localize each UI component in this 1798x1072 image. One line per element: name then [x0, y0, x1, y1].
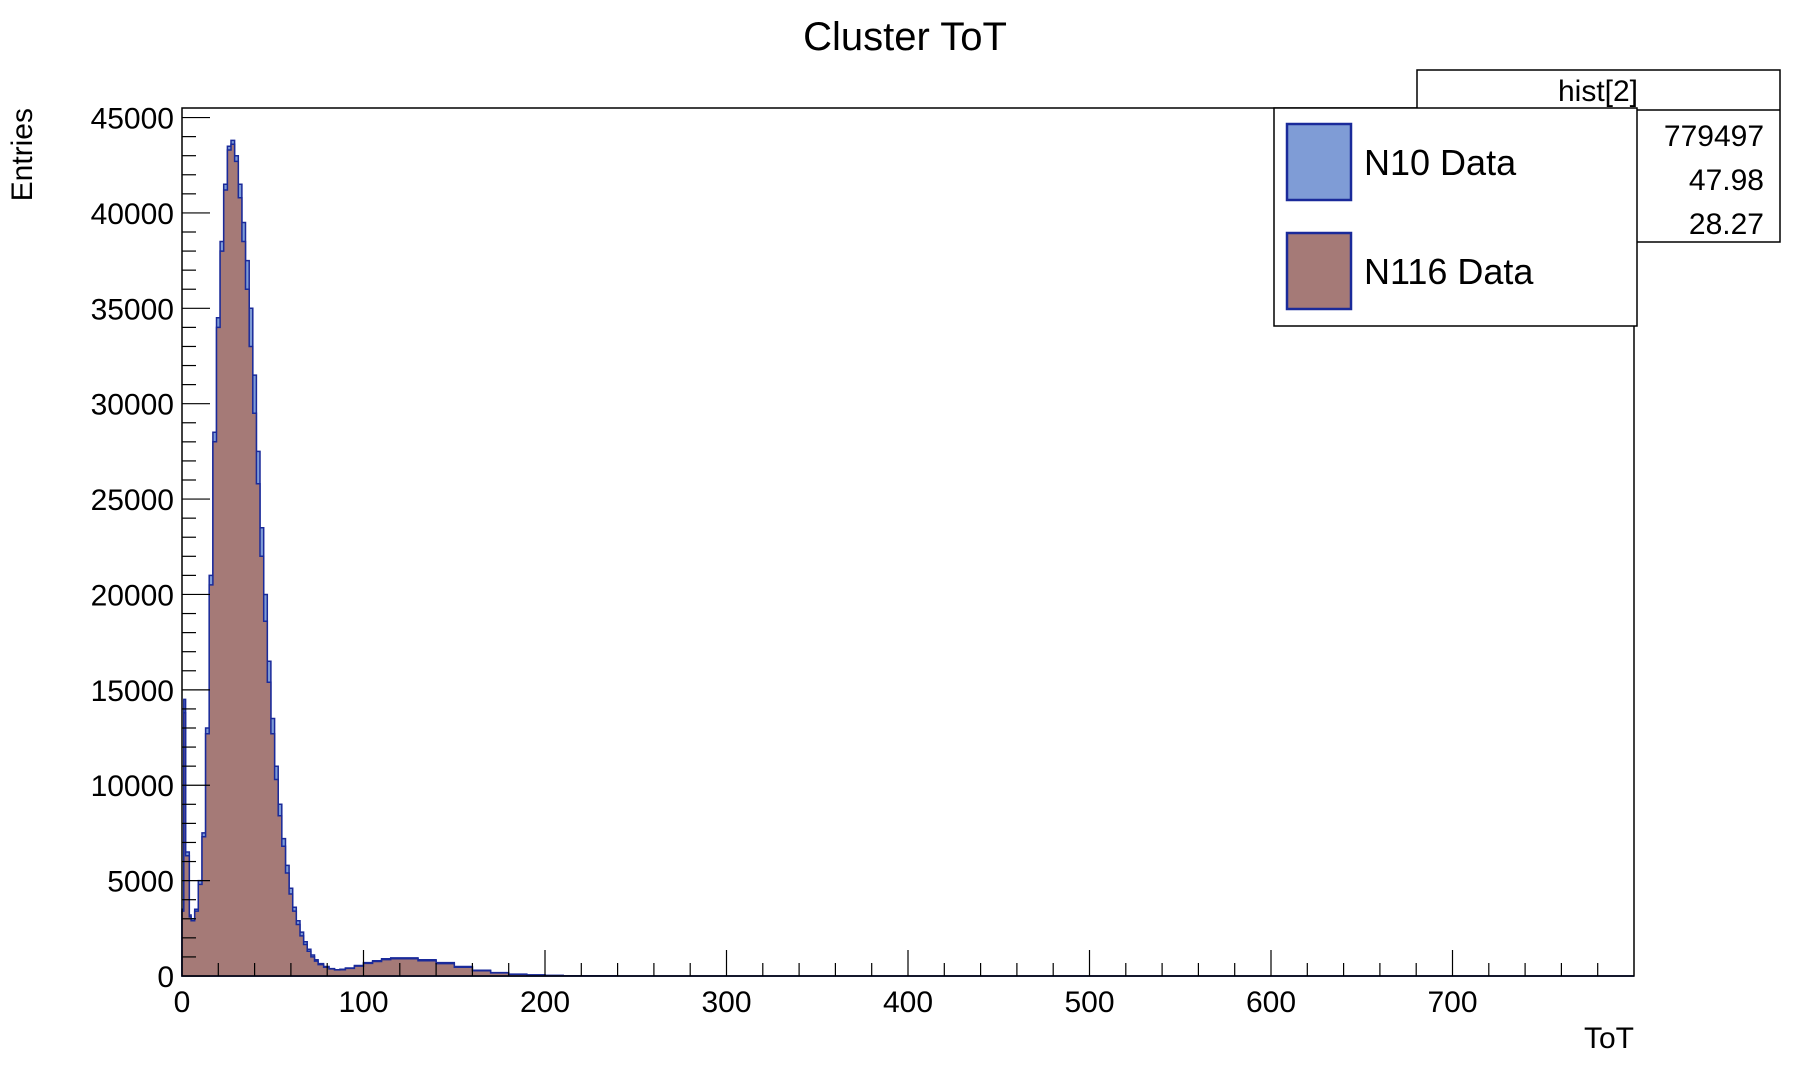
- x-tick-label: 300: [701, 986, 751, 1019]
- y-tick-label: 30000: [91, 389, 174, 422]
- x-axis-label: ToT: [1584, 1022, 1634, 1055]
- y-tick-label: 45000: [91, 103, 174, 136]
- x-tick-label: 200: [520, 986, 570, 1019]
- x-tick-label: 500: [1064, 986, 1114, 1019]
- stats-value-mean: 47.98: [1689, 164, 1764, 197]
- stats-value-stddev: 28.27: [1689, 208, 1764, 241]
- y-tick-label: 15000: [91, 675, 174, 708]
- y-tick-label: 35000: [91, 293, 174, 326]
- y-tick-label: 25000: [91, 484, 174, 517]
- x-tick-label: 700: [1427, 986, 1477, 1019]
- legend-label-n116: N116 Data: [1364, 251, 1534, 292]
- x-tick-label: 600: [1246, 986, 1296, 1019]
- stats-box-title: hist[2]: [1558, 75, 1638, 108]
- legend: N10 Data N116 Data: [1273, 107, 1638, 327]
- x-tick-label: 0: [174, 986, 191, 1019]
- y-axis-label: Entries: [6, 108, 39, 201]
- x-tick-label: 100: [338, 986, 388, 1019]
- x-tick-label: 400: [883, 986, 933, 1019]
- y-tick-label: 5000: [107, 866, 174, 899]
- y-tick-label: 0: [157, 961, 174, 994]
- tick-layer: 0 100 200 300 400 500 600 700 0 5000 10000 15000 200…: [91, 103, 1599, 1019]
- stats-value-entries: 779497: [1664, 120, 1764, 153]
- legend-label-n10: N10 Data: [1364, 142, 1517, 183]
- y-tick-label: 40000: [91, 198, 174, 231]
- legend-swatch-n116: [1285, 231, 1353, 311]
- legend-swatch-n10: [1285, 122, 1353, 202]
- y-tick-label: 10000: [91, 770, 174, 803]
- y-tick-label: 20000: [91, 579, 174, 612]
- chart-title: Cluster ToT: [803, 15, 1007, 59]
